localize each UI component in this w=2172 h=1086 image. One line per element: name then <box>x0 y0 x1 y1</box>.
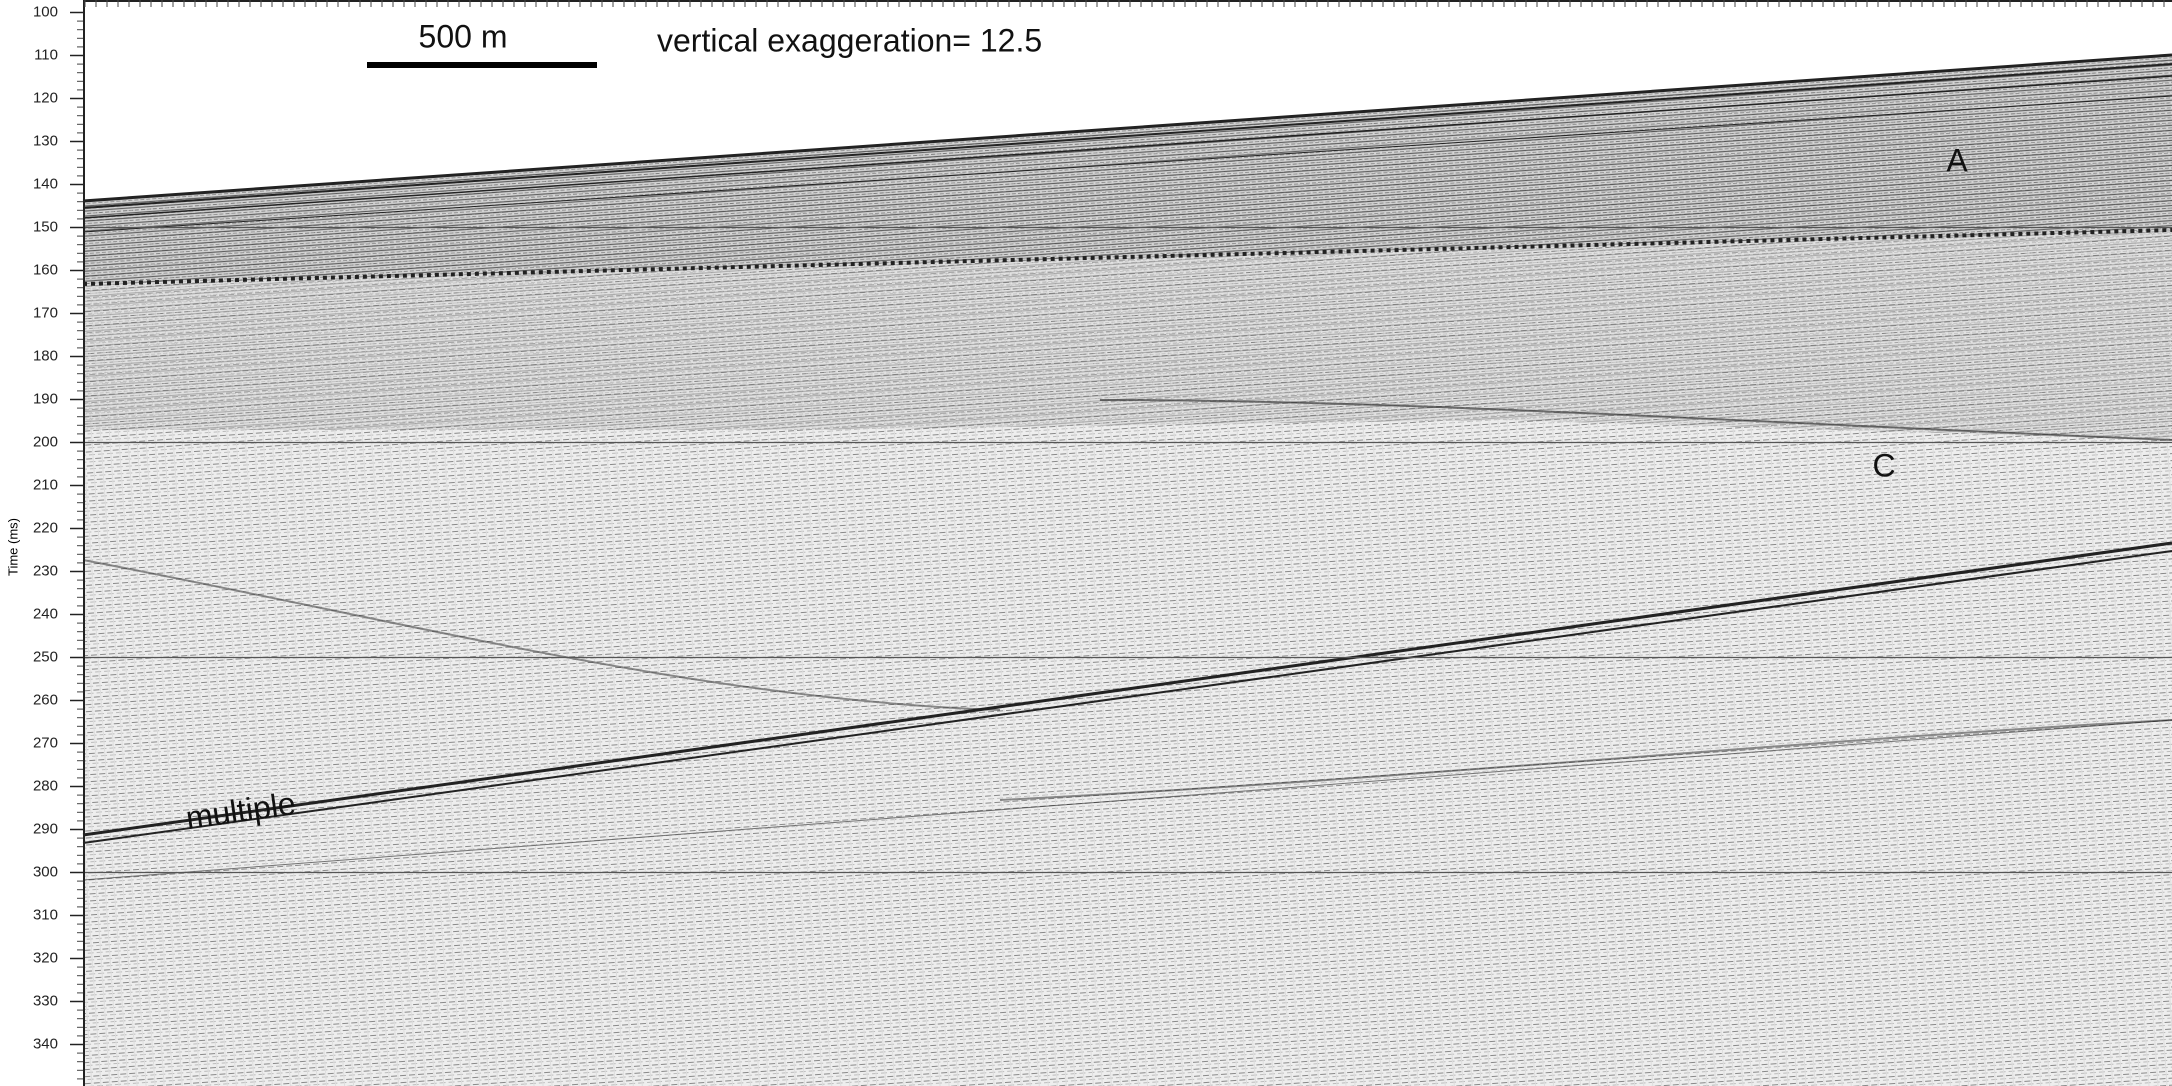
y-tick-label: 220 <box>33 519 58 536</box>
y-tick-label: 170 <box>33 304 58 321</box>
exaggeration-note: vertical exaggeration= 12.5 <box>657 22 1042 58</box>
y-tick-label: 100 <box>33 3 58 20</box>
y-tick-label: 180 <box>33 347 58 364</box>
y-tick-label: 190 <box>33 390 58 407</box>
y-tick-label: 280 <box>33 777 58 794</box>
y-tick-label: 230 <box>33 562 58 579</box>
y-tick-label: 150 <box>33 218 58 235</box>
scale-bar <box>367 62 597 68</box>
y-tick-label: 320 <box>33 949 58 966</box>
y-tick-label: 160 <box>33 261 58 278</box>
y-tick-label: 140 <box>33 175 58 192</box>
y-tick-label: 330 <box>33 992 58 1009</box>
label-a: A <box>1946 142 1968 178</box>
label-c: C <box>1872 447 1895 483</box>
y-tick-label: 290 <box>33 820 58 837</box>
y-tick-label: 130 <box>33 132 58 149</box>
left-axis <box>83 0 85 1086</box>
y-tick-label: 310 <box>33 906 58 923</box>
axis-label: Time (ms) <box>5 518 20 576</box>
y-tick-label: 250 <box>33 648 58 665</box>
y-tick-label: 240 <box>33 605 58 622</box>
unit-b <box>83 230 2172 440</box>
y-tick-label: 120 <box>33 89 58 106</box>
top-axis <box>83 0 2172 2</box>
reflectors <box>82 53 2172 881</box>
y-tick-label: 200 <box>33 433 58 450</box>
y-tick-label: 110 <box>34 46 58 63</box>
y-tick-label: 340 <box>33 1035 58 1052</box>
y-tick-label: 210 <box>33 476 58 493</box>
y-tick-label: 260 <box>33 691 58 708</box>
scale-bar-label: 500 m <box>419 18 508 54</box>
y-tick-label: 300 <box>33 863 58 880</box>
section <box>82 0 2172 1086</box>
y-tick-label: 270 <box>33 734 58 751</box>
